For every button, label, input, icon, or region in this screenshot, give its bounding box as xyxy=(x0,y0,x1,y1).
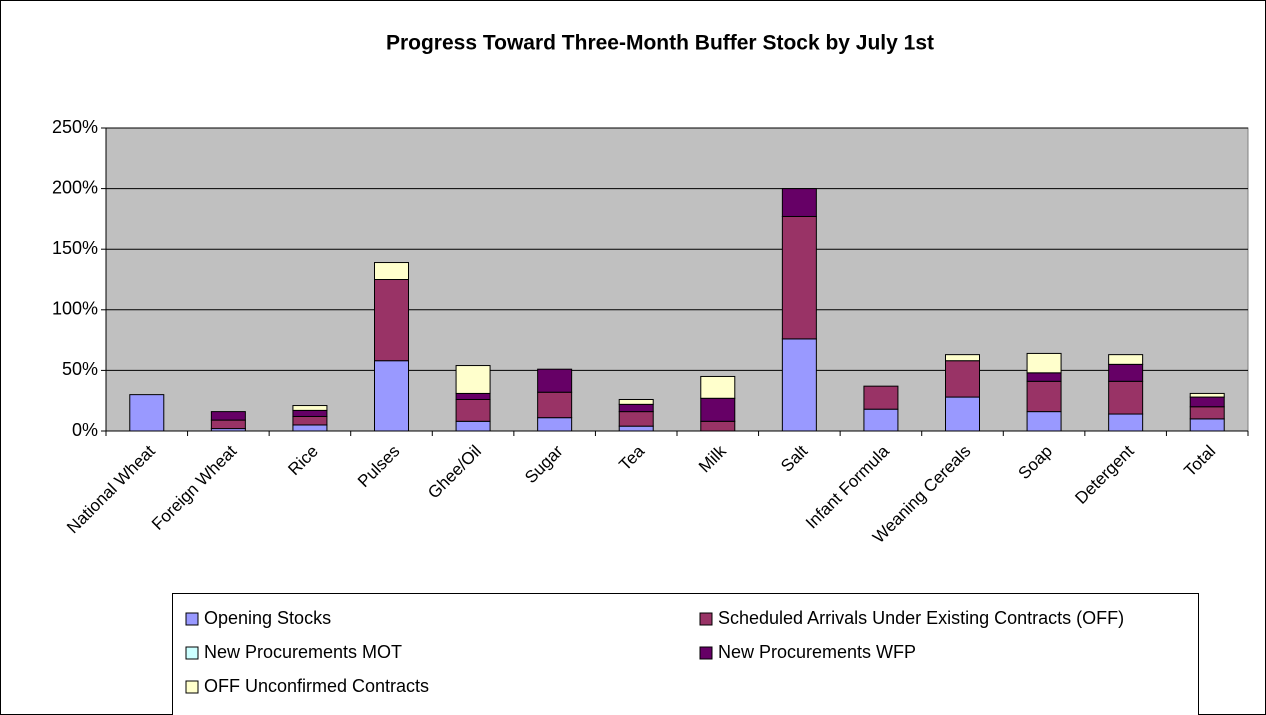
legend-swatch xyxy=(699,646,713,660)
bar-segment xyxy=(700,375,736,399)
legend-label: New Procurements WFP xyxy=(718,642,916,662)
bar-segment xyxy=(537,391,573,419)
bar-segment xyxy=(1189,392,1225,398)
bar-segment xyxy=(537,368,573,393)
legend xyxy=(172,593,1199,715)
bar-segment xyxy=(455,392,491,400)
bar-segment xyxy=(1108,413,1144,432)
plot-area xyxy=(105,127,1249,432)
bar-segment xyxy=(129,394,165,432)
bar-segment xyxy=(1108,363,1144,382)
bar-segment xyxy=(210,411,246,421)
bar-segment xyxy=(374,279,409,362)
bar-segment xyxy=(781,215,817,340)
bar-segment xyxy=(455,420,491,432)
bar-segment xyxy=(945,354,980,362)
bar-segment xyxy=(945,396,980,432)
bar-segment xyxy=(781,188,817,217)
bar-segment xyxy=(618,403,654,413)
y-tick-label: 50% xyxy=(62,359,98,379)
y-tick-label: 100% xyxy=(52,299,98,319)
chart-title: Progress Toward Three-Month Buffer Stock… xyxy=(386,32,934,55)
legend-label: OFF Unconfirmed Contracts xyxy=(204,676,429,696)
bar-segment xyxy=(945,360,980,398)
bar-segment xyxy=(292,415,328,426)
bar-segment xyxy=(1026,352,1062,374)
legend-swatch xyxy=(185,680,199,694)
bar-segment xyxy=(1026,380,1062,413)
y-tick-label: 150% xyxy=(52,238,98,258)
bar-segment xyxy=(781,338,817,432)
bar-segment xyxy=(1026,372,1062,382)
legend-swatch xyxy=(185,612,199,626)
bar-segment xyxy=(455,398,491,422)
legend-label: New Procurements MOT xyxy=(204,642,402,662)
legend-label: Opening Stocks xyxy=(204,608,331,628)
legend-swatch xyxy=(699,612,713,626)
bar-segment xyxy=(374,360,409,432)
bar-segment xyxy=(618,425,654,432)
y-tick-label: 200% xyxy=(52,177,98,197)
bar-segment xyxy=(292,424,328,432)
bar-segment xyxy=(210,419,246,430)
legend-label: Scheduled Arrivals Under Existing Contra… xyxy=(718,608,1124,628)
y-tick-label: 0% xyxy=(72,420,98,440)
bar-segment xyxy=(700,397,736,422)
bar-segment xyxy=(455,365,491,394)
bar-segment xyxy=(1108,380,1144,415)
bar-segment xyxy=(700,420,736,432)
bar-segment xyxy=(1189,418,1225,432)
bar-segment xyxy=(537,417,573,432)
bar-segment xyxy=(1189,406,1225,420)
bar-segment xyxy=(374,262,409,281)
bar-segment xyxy=(618,411,654,427)
bar-segment xyxy=(1189,396,1225,408)
bar-segment xyxy=(863,385,899,410)
bar-segment xyxy=(1108,354,1144,365)
bar-segment xyxy=(863,408,899,432)
bar-segment xyxy=(618,398,654,405)
legend-swatch xyxy=(185,646,199,660)
y-tick-label: 250% xyxy=(52,117,98,137)
bar-segment xyxy=(292,409,328,417)
bar-segment xyxy=(1026,411,1062,432)
bar-segment xyxy=(292,405,328,411)
